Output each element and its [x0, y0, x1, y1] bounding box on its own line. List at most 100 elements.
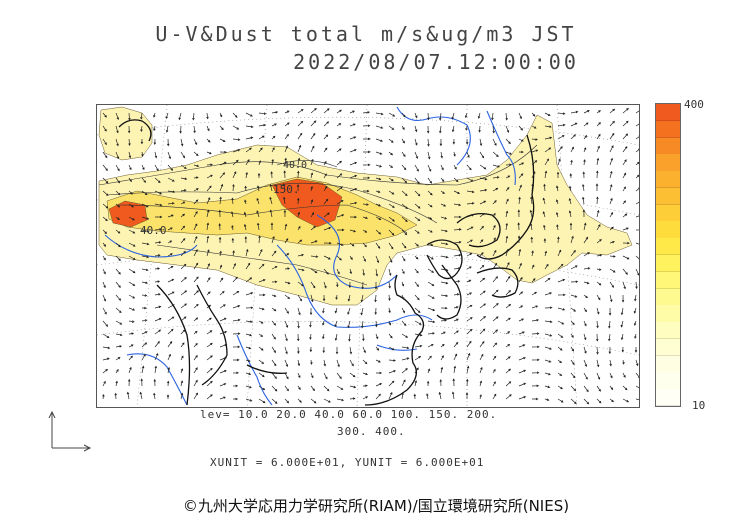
- wind-arrow: [622, 359, 625, 365]
- wind-arrow: [401, 216, 408, 222]
- wind-arrow: [115, 380, 118, 387]
- wind-arrow: [258, 112, 267, 115]
- wind-arrow: [178, 112, 182, 121]
- wind-arrow: [544, 333, 553, 337]
- wind-arrow: [310, 359, 313, 365]
- wind-arrow: [518, 331, 525, 335]
- wind-arrow: [414, 242, 419, 247]
- wind-arrow: [609, 108, 616, 114]
- wind-arrow: [505, 125, 510, 133]
- wind-arrow: [518, 162, 525, 166]
- wind-arrow: [297, 385, 301, 390]
- wind-arrow: [141, 306, 147, 310]
- wind-arrow: [401, 138, 405, 144]
- wind-arrow: [193, 355, 198, 361]
- wind-arrow: [544, 372, 551, 376]
- wind-arrow: [283, 170, 286, 179]
- wind-arrow: [167, 304, 175, 309]
- wind-arrow: [180, 355, 184, 361]
- wind-arrow: [581, 196, 585, 205]
- wind-arrow: [633, 307, 637, 314]
- wind-arrow: [141, 331, 148, 335]
- wind-arrow: [309, 320, 312, 328]
- wind-arrow: [557, 135, 565, 140]
- wind-arrow: [414, 229, 420, 234]
- wind-arrow: [505, 210, 509, 218]
- wind-arrow: [323, 185, 328, 192]
- wind-arrow: [206, 163, 213, 166]
- wind-arrow: [583, 346, 587, 354]
- color-scale-step: [656, 372, 680, 390]
- wind-arrow: [206, 222, 210, 231]
- wind-arrow: [297, 253, 305, 257]
- wind-arrow: [375, 333, 379, 340]
- wind-arrow: [154, 293, 161, 296]
- wind-arrow: [609, 359, 612, 367]
- wind-arrow: [427, 307, 436, 312]
- wind-arrow: [557, 293, 566, 297]
- wind-arrow: [518, 248, 522, 257]
- wind-arrow: [479, 353, 484, 361]
- wind-arrow: [375, 177, 382, 181]
- wind-arrow: [620, 320, 624, 328]
- wind-arrow: [479, 188, 488, 192]
- wind-arrow: [127, 125, 131, 134]
- wind-arrow: [167, 366, 171, 374]
- wind-arrow: [310, 158, 314, 166]
- wind-arrow: [531, 264, 535, 270]
- wind-arrow: [310, 132, 316, 140]
- wind-arrow: [518, 382, 527, 387]
- wind-arrow: [271, 135, 276, 140]
- wind-arrow: [219, 264, 223, 270]
- wind-arrow: [505, 381, 512, 387]
- wind-arrow: [427, 151, 431, 160]
- wind-arrow: [362, 346, 366, 354]
- wind-arrow: [219, 250, 222, 257]
- wind-arrow: [297, 281, 304, 287]
- wind-arrow: [622, 255, 630, 260]
- wind-arrow: [505, 368, 511, 374]
- wind-arrow: [231, 211, 234, 218]
- wind-arrow: [518, 344, 526, 348]
- wind-arrow: [180, 164, 187, 169]
- wind-arrow: [427, 268, 435, 273]
- wind-arrow: [154, 164, 159, 172]
- wind-arrow: [206, 125, 210, 132]
- wind-arrow: [167, 291, 175, 296]
- dust-region-high-west: [108, 200, 148, 228]
- wind-arrow: [244, 236, 248, 244]
- wind-arrow: [544, 147, 552, 153]
- wind-arrow: [466, 279, 472, 283]
- wind-arrow: [349, 215, 357, 219]
- wind-arrow: [102, 346, 111, 350]
- wind-arrow: [557, 307, 566, 311]
- wind-arrow: [401, 392, 404, 400]
- wind-arrow: [451, 391, 455, 400]
- wind-arrow: [452, 138, 456, 145]
- wind-arrow: [518, 138, 524, 142]
- wind-arrow: [270, 222, 274, 230]
- wind-arrow: [440, 177, 445, 183]
- wind-arrow: [334, 333, 338, 341]
- color-scale-step: [656, 154, 680, 172]
- wind-arrow: [193, 199, 199, 205]
- wind-arrow: [388, 190, 395, 195]
- wind-arrow: [634, 347, 638, 353]
- wind-arrow: [154, 228, 163, 231]
- wind-arrow: [102, 164, 108, 171]
- wind-arrow: [375, 320, 378, 328]
- wind-arrow: [427, 281, 435, 286]
- wind-arrow: [440, 343, 445, 348]
- wind-arrow: [126, 391, 130, 400]
- wind-arrow: [336, 160, 342, 166]
- wind-arrow: [375, 359, 381, 363]
- wind-arrow: [557, 320, 565, 325]
- wind-arrow: [296, 333, 300, 342]
- wind-arrow: [232, 358, 240, 362]
- wind-arrow: [154, 305, 162, 309]
- wind-arrow: [348, 333, 351, 342]
- wind-arrow: [414, 177, 420, 185]
- wind-arrow: [635, 229, 639, 231]
- wind-arrow: [336, 200, 344, 205]
- wind-arrow: [349, 188, 358, 192]
